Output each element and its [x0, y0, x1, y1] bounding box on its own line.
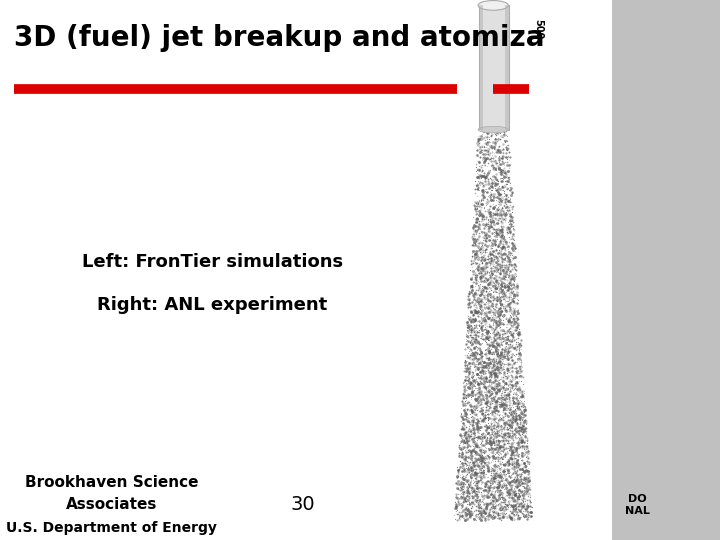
Text: 3D (fuel) jet breakup and atomiza: 3D (fuel) jet breakup and atomiza	[14, 24, 545, 52]
Text: Associates: Associates	[66, 497, 157, 512]
Ellipse shape	[478, 126, 508, 133]
Bar	[457, 0, 612, 540]
Bar	[529, 0, 720, 540]
Text: DO
NAL: DO NAL	[625, 494, 649, 516]
Ellipse shape	[478, 1, 508, 10]
Bar	[479, 5, 509, 130]
Text: U.S. Department of Energy: U.S. Department of Energy	[6, 521, 217, 535]
Text: 30: 30	[290, 495, 315, 515]
Bar	[479, 5, 483, 130]
Bar	[549, 0, 571, 540]
Text: 500: 500	[533, 19, 543, 39]
Bar	[505, 5, 509, 130]
Text: Right: ANL experiment: Right: ANL experiment	[97, 296, 328, 314]
Text: Left: FronTier simulations: Left: FronTier simulations	[82, 253, 343, 271]
Text: Brookhaven Science: Brookhaven Science	[25, 475, 198, 490]
